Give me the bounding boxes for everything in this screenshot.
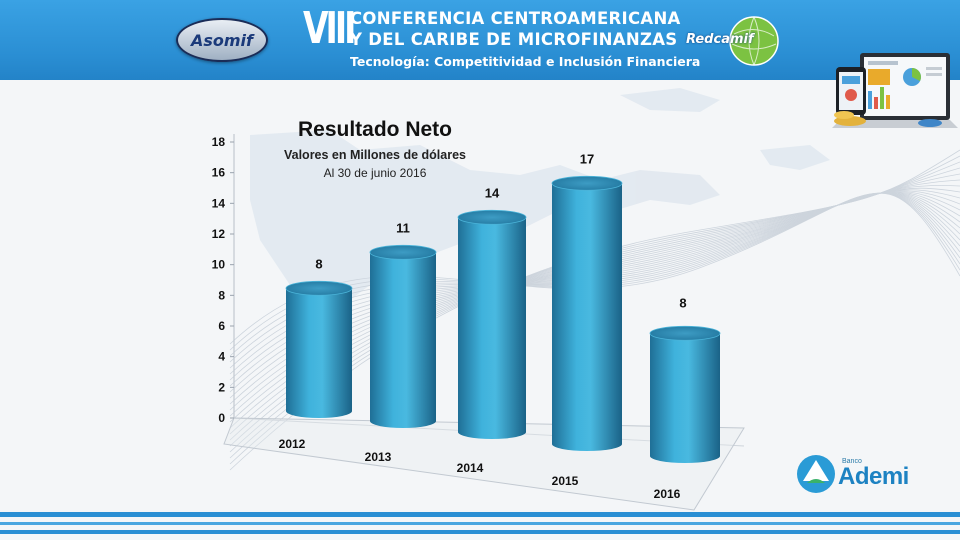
y-tick-label: 16 <box>212 166 226 180</box>
conference-title-line-2: Y DEL CARIBE DE MICROFINANZAS <box>350 30 678 49</box>
ademi-name: Ademi <box>838 463 909 490</box>
header-band: Asomif VIII CONFERENCIA CENTROAMERICANA … <box>0 0 960 80</box>
x-tick-label: 2015 <box>552 474 579 488</box>
bar-2013 <box>369 244 437 428</box>
banco-label: Banco <box>842 458 862 465</box>
y-tick-label: 2 <box>218 380 225 394</box>
chart-labels: 0 2 4 6 8 10 12 14 16 18 8 2012 11 2013 14 2014 17 2015 8 2… <box>212 135 687 501</box>
footer-stripe <box>0 530 960 534</box>
bar-2016 <box>649 325 721 463</box>
chart-date-note: Al 30 de junio 2016 <box>323 166 427 180</box>
footer-stripe <box>0 512 960 517</box>
redcamif-logo-text: Redcamif <box>686 32 754 47</box>
bar-top <box>649 325 721 341</box>
y-tick-label: 8 <box>218 288 225 302</box>
data-label: 8 <box>679 295 686 310</box>
globe-icon <box>729 16 779 66</box>
y-tick-label: 14 <box>212 196 226 210</box>
bar-body <box>370 252 436 428</box>
data-label: 11 <box>396 220 410 235</box>
y-tick-label: 12 <box>212 227 226 241</box>
footer-stripe <box>0 522 960 525</box>
ademi-emblem-icon <box>797 455 835 493</box>
bar-top <box>457 209 527 225</box>
y-tick-label: 4 <box>218 350 225 364</box>
redcamif-logo: Redcamif <box>684 14 784 68</box>
chart-title: Resultado Neto <box>297 118 452 141</box>
bar-2015 <box>551 175 623 452</box>
banco-ademi-logo: Banco Ademi <box>795 453 920 498</box>
x-tick-label: 2012 <box>279 437 306 451</box>
x-tick-label: 2014 <box>457 461 484 475</box>
y-tick-label: 6 <box>218 319 225 333</box>
bar-top <box>551 175 623 191</box>
x-tick-label: 2016 <box>654 487 681 501</box>
chart-subtitle: Valores en Millones de dólares <box>283 148 466 162</box>
bar-top <box>285 280 353 296</box>
chart-bars <box>285 175 721 463</box>
bar-top <box>369 244 437 260</box>
conference-title-line-1: CONFERENCIA CENTROAMERICANA <box>350 9 681 28</box>
bar-body <box>458 217 526 439</box>
y-tick-label: 0 <box>218 411 225 425</box>
background-wave-line <box>229 192 960 345</box>
y-tick-label: 18 <box>212 135 226 149</box>
x-tick-label: 2013 <box>365 450 392 464</box>
devices-illustration <box>832 53 958 128</box>
data-label: 17 <box>580 151 594 166</box>
data-label: 8 <box>315 256 322 271</box>
bar-2014 <box>457 209 527 439</box>
bar-body <box>286 288 352 418</box>
asomif-logo: Asomif <box>176 18 268 62</box>
asomif-logo-text: Asomif <box>190 30 253 50</box>
bar-2012 <box>285 280 353 418</box>
bar-body <box>552 183 622 452</box>
conference-subtitle: Tecnología: Competitividad e Inclusión F… <box>350 54 701 69</box>
conference-edition: VIII <box>303 3 356 54</box>
data-label: 14 <box>485 185 500 200</box>
y-tick-label: 10 <box>212 258 226 272</box>
bar-body <box>650 333 720 463</box>
